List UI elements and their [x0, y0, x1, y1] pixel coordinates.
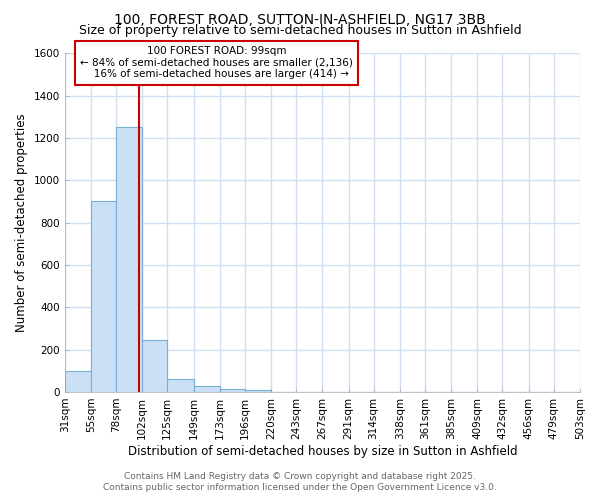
Y-axis label: Number of semi-detached properties: Number of semi-detached properties: [15, 114, 28, 332]
Bar: [220, 389, 245, 392]
Bar: [245, 390, 271, 392]
Bar: [91, 202, 116, 392]
Bar: [65, 371, 91, 392]
Text: 100, FOREST ROAD, SUTTON-IN-ASHFIELD, NG17 3BB: 100, FOREST ROAD, SUTTON-IN-ASHFIELD, NG…: [114, 12, 486, 26]
Text: 100 FOREST ROAD: 99sqm
← 84% of semi-detached houses are smaller (2,136)
   16% : 100 FOREST ROAD: 99sqm ← 84% of semi-det…: [80, 46, 353, 80]
X-axis label: Distribution of semi-detached houses by size in Sutton in Ashfield: Distribution of semi-detached houses by …: [128, 444, 517, 458]
Bar: [167, 379, 193, 392]
Bar: [193, 386, 220, 392]
Text: Contains HM Land Registry data © Crown copyright and database right 2025.
Contai: Contains HM Land Registry data © Crown c…: [103, 472, 497, 492]
Bar: [142, 340, 167, 392]
Bar: [116, 128, 142, 392]
Text: Size of property relative to semi-detached houses in Sutton in Ashfield: Size of property relative to semi-detach…: [79, 24, 521, 37]
